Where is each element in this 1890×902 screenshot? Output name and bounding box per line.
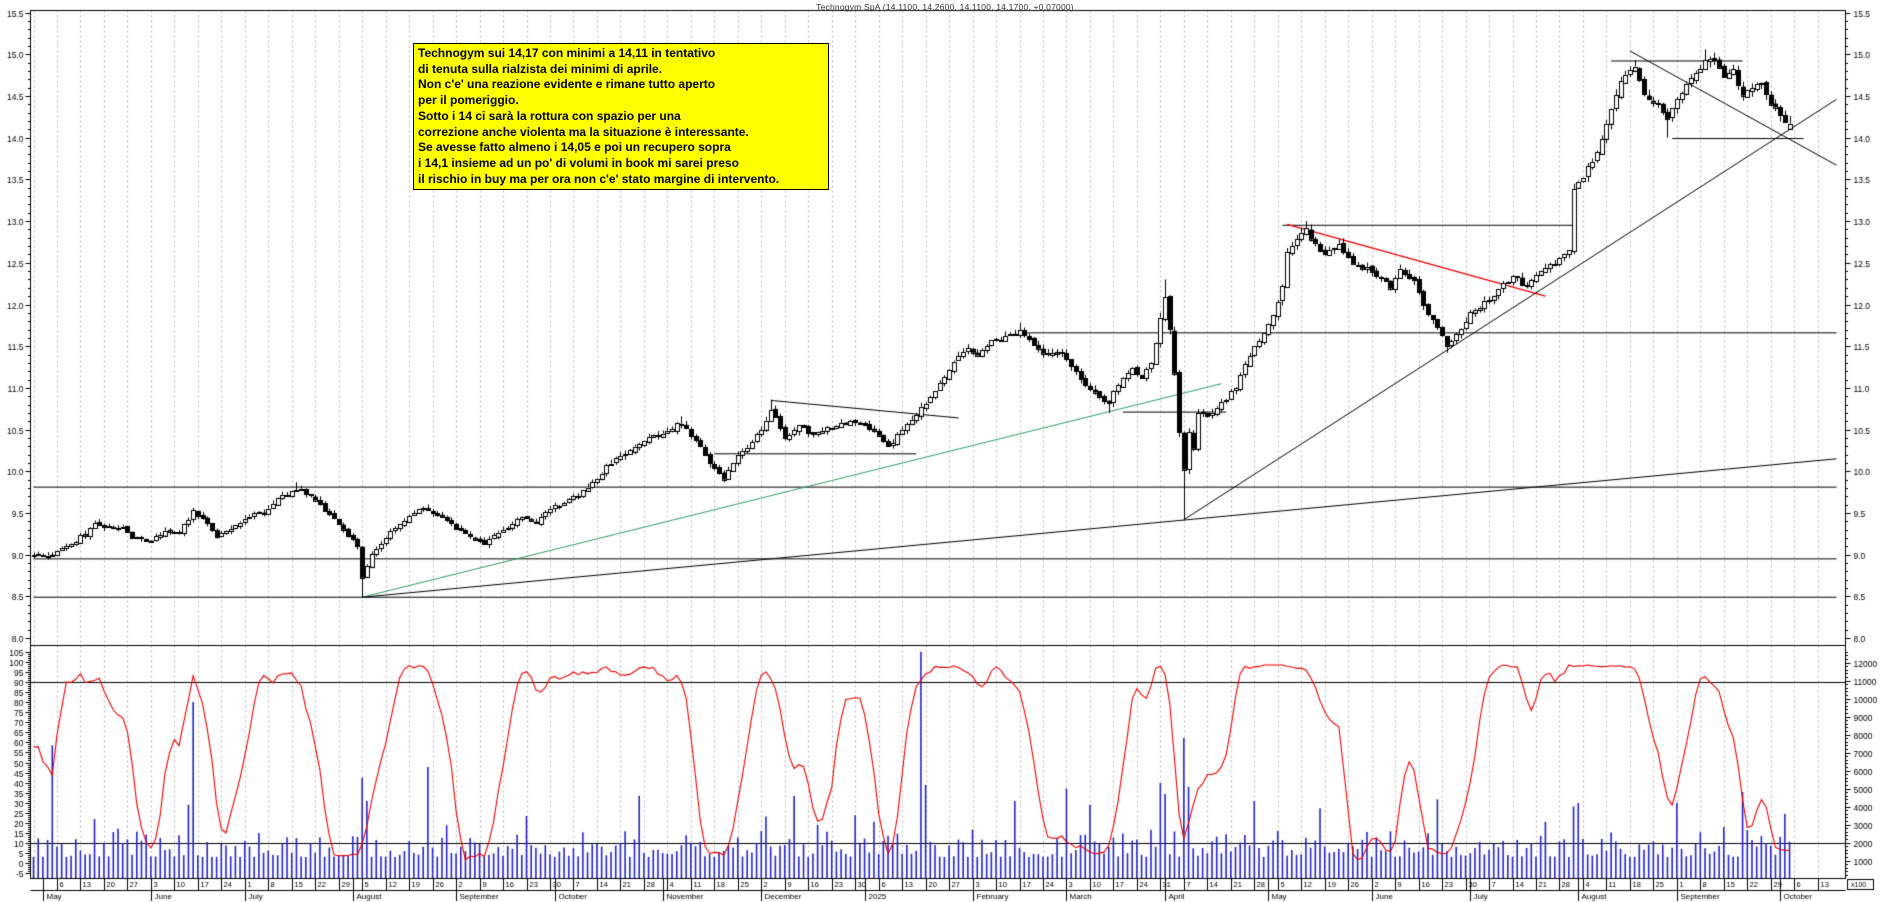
- chart-title: Technogym SpA (14.1100, 14.2600, 14.1100…: [816, 2, 1074, 12]
- annotation-note[interactable]: Technogym sui 14,17 con minimi a 14,11 i…: [413, 43, 829, 190]
